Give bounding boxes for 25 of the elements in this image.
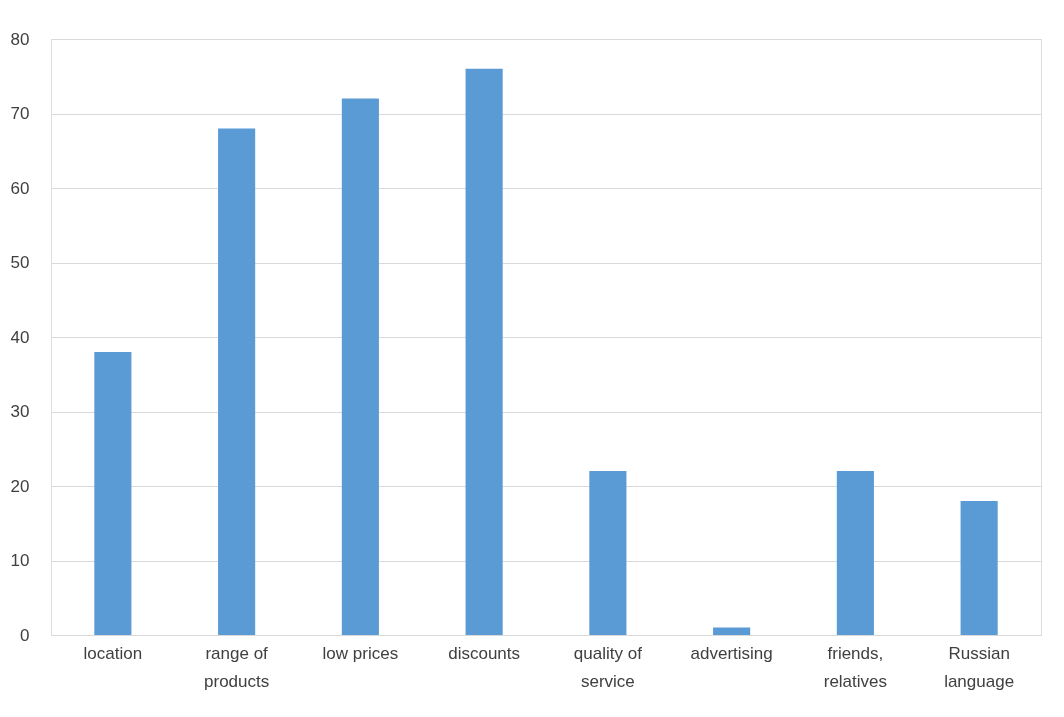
bar: [465, 68, 503, 635]
bar: [589, 471, 627, 635]
y-tick-label: 20: [10, 476, 30, 496]
x-tick-label: quality of service: [573, 643, 643, 691]
y-tick-label: 70: [10, 104, 30, 123]
x-tick-label: low prices: [322, 643, 399, 663]
y-tick-label: 0: [20, 625, 30, 645]
bar: [960, 500, 998, 635]
y-tick-label: 60: [10, 178, 30, 198]
bar: [94, 351, 132, 635]
bar: [836, 471, 874, 635]
x-tick-label: discounts: [448, 643, 521, 663]
y-tick-label: 80: [10, 29, 30, 49]
y-tick-label: 30: [10, 402, 30, 421]
x-tick-label: range of products: [204, 643, 270, 691]
bar: [218, 128, 256, 635]
x-tick-label: friends, relatives: [823, 643, 888, 691]
bar: [713, 627, 751, 635]
x-tick-label: advertising: [690, 643, 773, 663]
x-tick-label: Russian language: [944, 643, 1015, 691]
bar: [341, 98, 379, 635]
y-tick-label: 10: [10, 551, 30, 570]
y-tick-label: 40: [10, 327, 30, 347]
x-tick-label: location: [83, 643, 143, 663]
y-tick-label: 50: [10, 253, 30, 272]
